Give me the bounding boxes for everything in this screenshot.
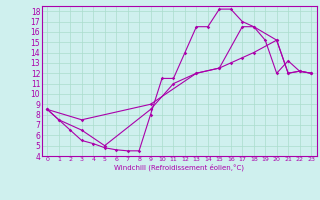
X-axis label: Windchill (Refroidissement éolien,°C): Windchill (Refroidissement éolien,°C)	[114, 164, 244, 171]
